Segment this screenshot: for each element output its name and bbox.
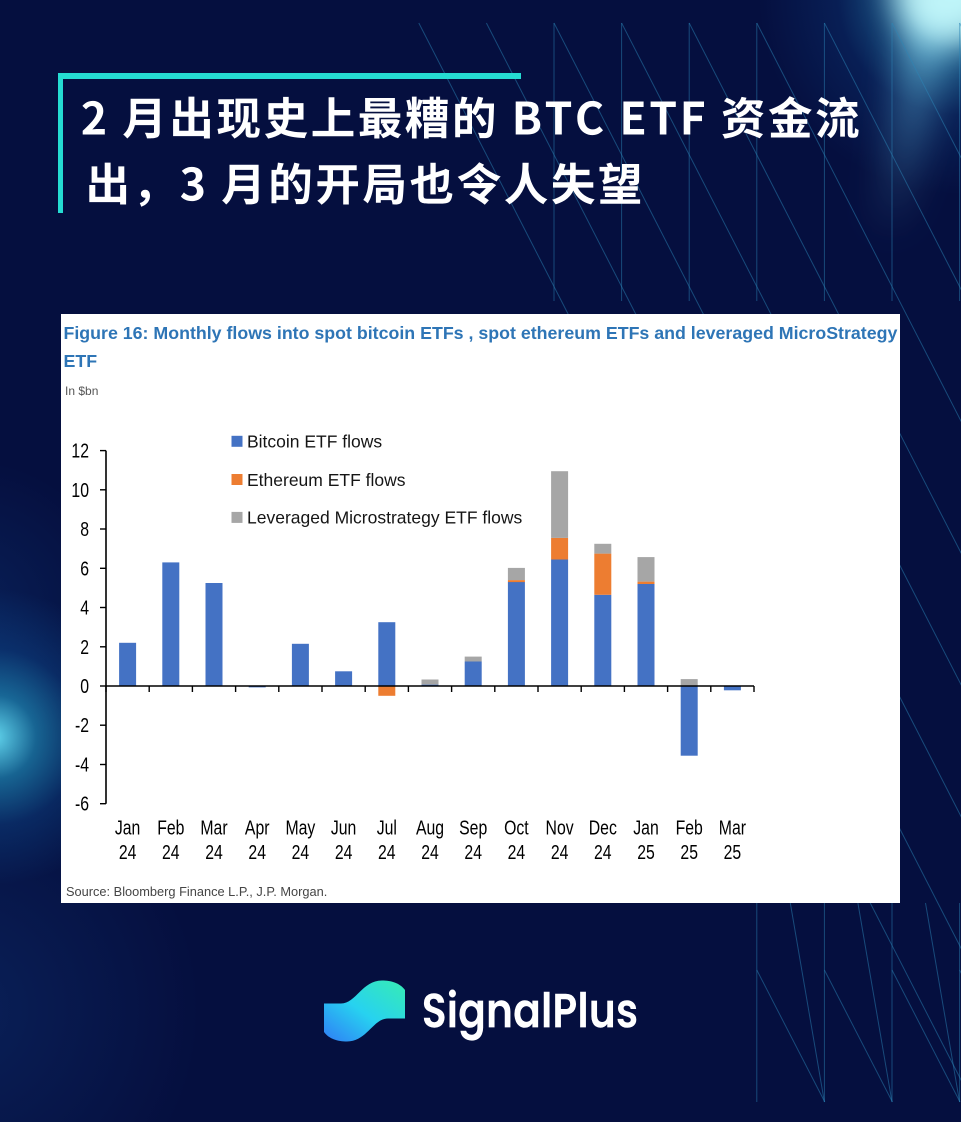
svg-text:4: 4: [80, 597, 89, 619]
svg-text:Aug: Aug: [416, 817, 444, 839]
svg-text:24: 24: [162, 841, 180, 863]
svg-text:ETF: ETF: [64, 351, 98, 371]
svg-text:25: 25: [637, 841, 655, 863]
svg-text:Feb: Feb: [676, 817, 703, 839]
svg-text:Jan: Jan: [633, 817, 658, 839]
svg-text:Dec: Dec: [589, 817, 617, 839]
svg-text:In $bn: In $bn: [65, 384, 98, 398]
svg-text:8: 8: [80, 518, 89, 540]
svg-text:Jun: Jun: [331, 817, 356, 839]
svg-text:Sep: Sep: [459, 817, 487, 839]
svg-text:24: 24: [119, 841, 137, 863]
svg-text:May: May: [285, 817, 315, 839]
svg-text:24: 24: [464, 841, 482, 863]
svg-text:24: 24: [594, 841, 612, 863]
svg-text:0: 0: [80, 675, 89, 697]
svg-text:Ethereum ETF flows: Ethereum ETF flows: [247, 470, 406, 490]
svg-text:25: 25: [680, 841, 698, 863]
svg-text:Figure 16: Monthly flows into: Figure 16: Monthly flows into spot bitco…: [64, 323, 898, 343]
svg-text:Mar: Mar: [200, 817, 227, 839]
svg-text:24: 24: [508, 841, 526, 863]
svg-text:24: 24: [378, 841, 396, 863]
svg-text:24: 24: [335, 841, 353, 863]
svg-text:24: 24: [292, 841, 310, 863]
svg-text:24: 24: [421, 841, 439, 863]
svg-text:25: 25: [724, 841, 742, 863]
svg-text:24: 24: [205, 841, 223, 863]
svg-text:-6: -6: [75, 793, 89, 815]
svg-text:2: 2: [80, 636, 89, 658]
svg-text:10: 10: [71, 479, 89, 501]
svg-text:-2: -2: [75, 714, 89, 736]
svg-text:Oct: Oct: [504, 817, 529, 839]
svg-text:12: 12: [71, 440, 89, 462]
svg-text:Mar: Mar: [719, 817, 746, 839]
svg-text:Bitcoin ETF flows: Bitcoin ETF flows: [247, 432, 382, 452]
svg-text:Jan: Jan: [115, 817, 140, 839]
svg-text:24: 24: [248, 841, 266, 863]
svg-text:24: 24: [551, 841, 569, 863]
svg-text:Apr: Apr: [245, 817, 270, 839]
svg-text:-4: -4: [75, 754, 89, 776]
svg-text:Source: Bloomberg Finance L.P.: Source: Bloomberg Finance L.P., J.P. Mor…: [66, 884, 327, 899]
svg-text:Nov: Nov: [546, 817, 574, 839]
svg-text:Feb: Feb: [157, 817, 184, 839]
svg-text:Jul: Jul: [377, 817, 397, 839]
svg-text:6: 6: [80, 558, 89, 580]
svg-text:Leveraged Microstrategy ETF fl: Leveraged Microstrategy ETF flows: [247, 508, 522, 528]
